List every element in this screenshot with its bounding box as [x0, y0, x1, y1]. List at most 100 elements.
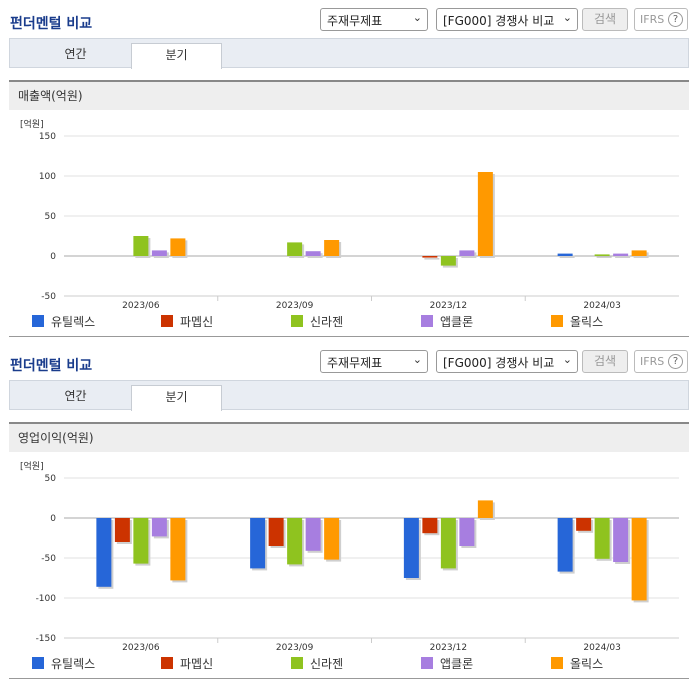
tab-quarterly[interactable]: 분기 [131, 43, 222, 69]
bar[interactable] [613, 518, 629, 562]
chevron-down-icon: ⌄ [412, 11, 422, 24]
bar[interactable] [133, 518, 149, 564]
bar[interactable] [324, 518, 340, 560]
compare-select-value: [FG000] 경쟁사 비교 [443, 14, 555, 28]
ifrs-label: IFRS [640, 355, 665, 368]
legend-label: 신라젠 [310, 315, 344, 329]
legend-swatch [421, 657, 433, 669]
bar-shadow [615, 255, 631, 258]
bar[interactable] [477, 500, 493, 518]
legend-label: 유틸렉스 [51, 657, 96, 671]
bar[interactable] [287, 518, 303, 565]
search-button[interactable]: 검색 [582, 8, 628, 31]
legend-label: 올릭스 [570, 315, 604, 329]
bar[interactable] [422, 518, 438, 534]
compare-select-value: [FG000] 경쟁사 비교 [443, 356, 555, 370]
bar[interactable] [403, 518, 419, 578]
bar[interactable] [631, 518, 647, 601]
bar[interactable] [477, 172, 493, 256]
bar[interactable] [324, 240, 340, 256]
bar[interactable] [170, 518, 186, 581]
period-tabs: 연간 분기 [9, 380, 689, 411]
chart-legend: 유틸렉스 파멥신 신라젠 앱클론 올릭스 [0, 655, 696, 671]
legend-label: 신라젠 [310, 657, 344, 671]
compare-select[interactable]: [FG000] 경쟁사 비교 ⌄ [436, 8, 578, 31]
bar[interactable] [459, 518, 475, 546]
help-icon[interactable]: ? [668, 354, 683, 369]
y-unit-label: [억원] [20, 120, 44, 130]
bar[interactable] [557, 518, 573, 572]
x-tick-label: 2023/06 [122, 643, 160, 653]
legend-label: 파멥신 [180, 315, 214, 329]
legend-label: 올릭스 [570, 657, 604, 671]
legend-swatch [32, 657, 44, 669]
panel-title: 펀더멘털 비교 [10, 16, 93, 32]
legend-label: 파멥신 [180, 657, 214, 671]
compare-select[interactable]: [FG000] 경쟁사 비교 ⌄ [436, 350, 578, 373]
bar[interactable] [422, 256, 438, 258]
legend-label: 앱클론 [440, 315, 474, 329]
legend-swatch [161, 315, 173, 327]
bar[interactable] [631, 250, 647, 256]
bar[interactable] [250, 518, 266, 569]
ifrs-label: IFRS [640, 13, 665, 26]
bar-shadow [424, 258, 440, 260]
chevron-down-icon: ⌄ [562, 11, 572, 24]
bar[interactable] [613, 253, 629, 256]
revenue-chart: -50 0 50 100 150 2023/06 2023/09 2023/12 2024/03 [39, 132, 679, 311]
bar[interactable] [440, 518, 456, 569]
tab-annual[interactable]: 연간 [64, 47, 87, 61]
bar[interactable] [133, 236, 149, 256]
bar[interactable] [287, 242, 303, 256]
x-tick-label: 2023/09 [276, 643, 314, 653]
bar[interactable] [268, 518, 284, 546]
y-tick-label: 50 [45, 474, 57, 484]
bar[interactable] [440, 256, 456, 266]
x-tick-label: 2024/03 [583, 643, 620, 653]
legend-swatch [551, 315, 563, 327]
bar[interactable] [576, 518, 592, 531]
bar[interactable] [459, 250, 475, 256]
x-tick-label: 2024/03 [583, 301, 620, 311]
chart-title-bar: 매출액(억원) [9, 80, 689, 110]
help-icon[interactable]: ? [668, 12, 683, 27]
bar[interactable] [151, 250, 167, 256]
chart-title-bar: 영업이익(억원) [9, 422, 689, 452]
statement-select[interactable]: 주재무제표 ⌄ [320, 8, 428, 31]
legend-label: 앱클론 [440, 657, 474, 671]
statement-select-value: 주재무제표 [327, 14, 383, 28]
legend-swatch [551, 657, 563, 669]
legend-swatch [32, 315, 44, 327]
ifrs-button[interactable]: IFRS ? [634, 8, 688, 31]
ifrs-button[interactable]: IFRS ? [634, 350, 688, 373]
chart-legend: 유틸렉스 파멥신 신라젠 앱클론 올릭스 [0, 313, 696, 329]
x-tick-label: 2023/12 [430, 301, 467, 311]
legend-swatch [161, 657, 173, 669]
bar[interactable] [557, 253, 573, 256]
legend-swatch [421, 315, 433, 327]
y-tick-label: 150 [39, 132, 56, 142]
y-unit-label: [억원] [20, 462, 44, 472]
tab-annual[interactable]: 연간 [64, 389, 87, 403]
bar[interactable] [594, 254, 610, 256]
chevron-down-icon: ⌄ [412, 353, 422, 366]
y-tick-label: -100 [36, 594, 57, 604]
x-tick-label: 2023/12 [430, 643, 467, 653]
panel-title: 펀더멘털 비교 [10, 358, 93, 374]
y-tick-label: 100 [39, 172, 56, 182]
tab-quarterly[interactable]: 분기 [131, 385, 222, 411]
legend-swatch [291, 657, 303, 669]
bar[interactable] [96, 518, 112, 587]
bar[interactable] [151, 518, 167, 537]
bar[interactable] [305, 251, 321, 256]
statement-select[interactable]: 주재무제표 ⌄ [320, 350, 428, 373]
bar[interactable] [170, 238, 186, 256]
panel-divider [9, 678, 689, 679]
search-button[interactable]: 검색 [582, 350, 628, 373]
bar[interactable] [594, 518, 610, 559]
bar[interactable] [305, 518, 321, 551]
bar[interactable] [114, 518, 130, 542]
fundamental-panel-revenue: 펀더멘털 비교 주재무제표 ⌄ [FG000] 경쟁사 비교 ⌄ 검색 IFRS… [0, 0, 696, 337]
legend-swatch [291, 315, 303, 327]
panel-header: 펀더멘털 비교 주재무제표 ⌄ [FG000] 경쟁사 비교 ⌄ 검색 IFRS… [0, 0, 696, 38]
